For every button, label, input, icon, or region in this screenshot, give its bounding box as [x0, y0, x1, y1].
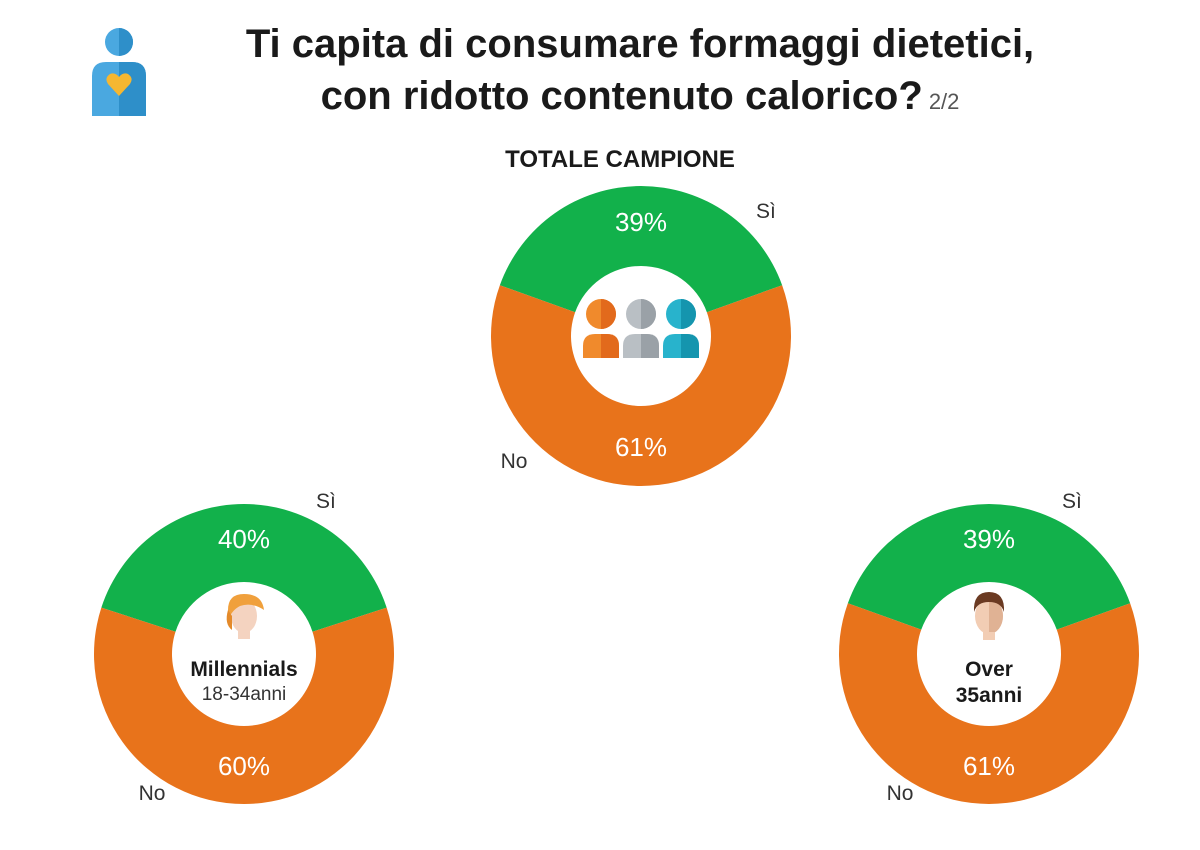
center-label: Millennials	[190, 658, 297, 681]
group-of-people-icon	[583, 299, 699, 358]
donut-chart-total: 39% 61% Sì No	[490, 185, 791, 486]
category-label-no: No	[501, 450, 528, 473]
category-label-no: No	[887, 782, 914, 805]
slice-si	[499, 185, 783, 313]
value-label-no: 61%	[615, 432, 667, 462]
center-sublabel: 35anni	[956, 684, 1023, 707]
donut-chart-millennials: Millennials 18-34anni 40% 60% Sì No	[94, 490, 395, 805]
chart-title: Ti capita di consumare formaggi dietetic…	[160, 18, 1120, 128]
value-label-no: 61%	[963, 751, 1015, 781]
total-sample-title: TOTALE CAMPIONE	[505, 146, 735, 173]
center-sublabel: 18-34anni	[202, 684, 287, 705]
category-label-si: Sì	[1062, 490, 1082, 513]
value-label-si: 40%	[218, 524, 270, 554]
title-line-1: Ti capita di consumare formaggi dietetic…	[245, 22, 1035, 66]
slice-no	[839, 603, 1139, 804]
center-label: Over	[965, 658, 1013, 681]
category-label-si: Sì	[756, 200, 776, 223]
man-icon	[973, 592, 1005, 640]
category-label-si: Sì	[316, 490, 336, 513]
slice-si	[101, 504, 387, 632]
value-label-si: 39%	[615, 207, 667, 237]
value-label-si: 39%	[963, 524, 1015, 554]
title-line-2: con ridotto contenuto calorico? 2/2	[160, 70, 1120, 128]
slice-no	[490, 285, 791, 486]
category-label-no: No	[139, 782, 166, 805]
slice-si	[847, 504, 1131, 630]
slice-no	[94, 607, 395, 804]
title-line-2-text: con ridotto contenuto calorico?	[320, 74, 923, 118]
person-heart-icon	[92, 28, 146, 116]
page-indicator: 2/2	[928, 89, 960, 114]
value-label-no: 60%	[218, 751, 270, 781]
donut-chart-over35: Over 35anni 39% 61% Sì No	[839, 490, 1139, 805]
young-woman-icon	[226, 594, 264, 639]
